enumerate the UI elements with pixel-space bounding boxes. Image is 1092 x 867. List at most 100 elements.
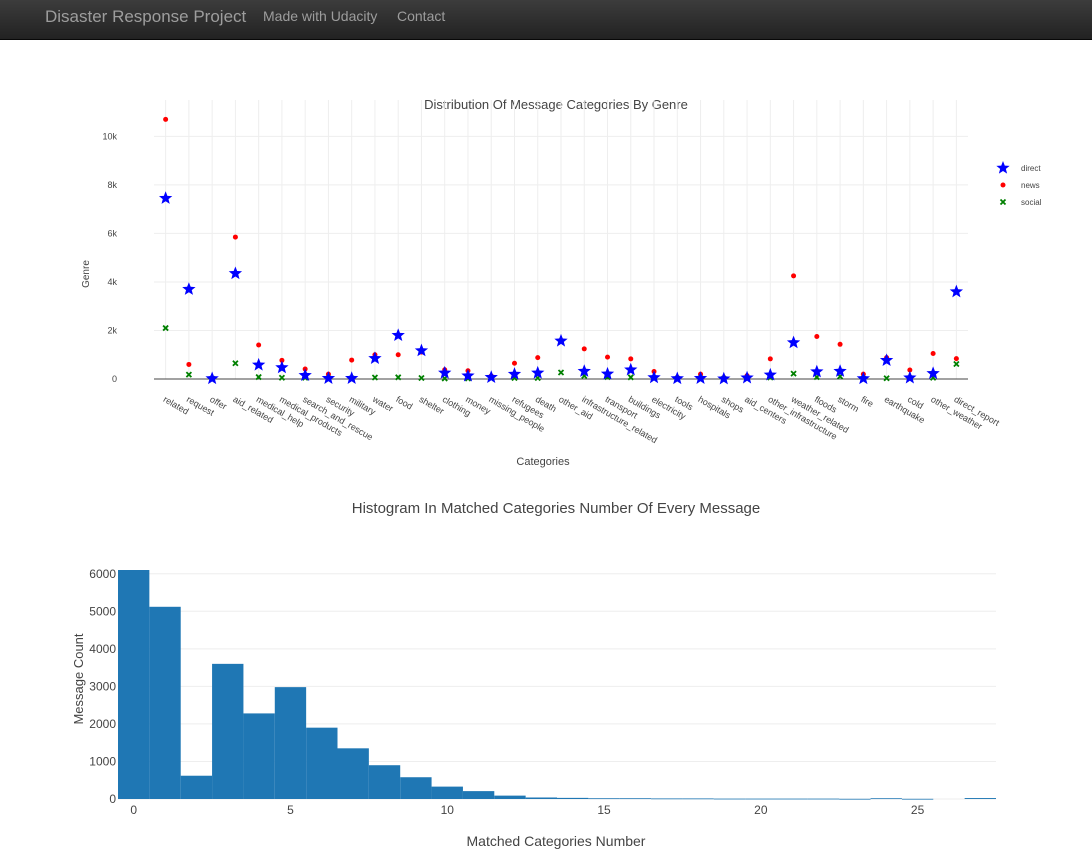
chart1-point-direct [786,335,801,349]
chart1-point-social [185,371,193,378]
chart1-point-social [395,374,402,381]
histogram-bar [713,798,746,800]
histogram-bar [337,748,369,799]
histogram-bar [557,797,589,799]
chart2-title: Histogram In Matched Categories Number O… [352,500,761,517]
histogram-bar [682,798,714,800]
chart1-point-news [256,342,262,348]
histogram-bar [588,798,620,800]
chart1-point-direct [926,366,940,380]
chart1-xlabel: Categories [516,456,570,468]
chart1-grid [154,100,968,380]
histogram-bar [118,570,150,799]
chart1-point-direct [647,370,661,384]
nav-link-contact[interactable]: Contact [397,8,446,24]
chart2-x-ticks: 0 5 10 15 20 25 [130,803,924,817]
chart1-point-social [162,324,169,332]
histogram-bar [776,798,808,800]
chart1-x-tick-label: shelter [417,394,445,416]
chart1-point-news [279,357,285,363]
chart2-y-tick-label: 3000 [89,679,116,693]
chart1-point-direct [949,284,964,298]
nav-link-udacity[interactable]: Made with Udacity [263,8,378,24]
chart1-point-direct [577,364,591,377]
chart1-y-tick-label: 4k [107,277,117,287]
chart1-point-news [605,354,611,360]
chart1-point-news [581,346,587,352]
histogram-bar [870,798,902,800]
chart1-point-news [395,352,401,358]
genre-distribution-chart: Distribution Of Message Categories By Ge… [81,97,1042,468]
chart1-point-news [837,341,843,347]
histogram-bar [274,687,307,799]
chart2-ylabel: Message Count [71,633,86,724]
histogram-bar [651,798,683,800]
histogram-bar [243,713,275,799]
chart1-point-direct [693,371,708,384]
chart1-point-direct [205,371,219,385]
chart1-point-direct [252,357,266,371]
chart1-point-news [930,351,936,357]
chart1-point-social [371,374,379,381]
chart1-title: Distribution Of Message Categories By Ge… [424,97,688,112]
chart1-point-direct [275,360,289,374]
histogram-bar [839,798,871,800]
chart2-x-tick-label: 15 [597,803,611,817]
histogram-bar [901,798,934,800]
histogram-bar [431,786,463,799]
legend-marker-news [1000,182,1006,188]
chart1-point-social [627,374,634,381]
chart2-bars [118,570,996,800]
histogram-bar [180,775,213,799]
chart1-point-news [791,273,797,279]
chart1-point-direct [670,371,684,385]
chart2-y-tick-label: 5000 [89,604,116,618]
chart2-x-tick-label: 25 [911,803,925,817]
chart1-point-news [535,355,541,361]
histogram-bar [619,798,652,800]
chart1-y-ticks: 0 2k 4k 6k 8k 10k [102,131,117,384]
chart1-point-social [883,375,890,382]
legend-marker-direct [996,161,1010,174]
chart2-y-tick-label: 2000 [89,717,116,731]
chart1-x-tick-label: related [162,394,191,416]
chart1-point-direct [182,282,196,295]
chart1-point-news [907,367,913,373]
histogram-bar [400,777,432,799]
matched-categories-histogram: Histogram In Matched Categories Number O… [71,500,996,849]
histogram-bar [807,798,840,800]
chart1-point-news [628,356,634,362]
chart1-point-direct [879,353,894,366]
chart1-point-direct [414,343,429,357]
chart1-point-social [953,360,960,368]
histogram-bar [462,791,495,799]
chart2-y-tick-label: 0 [109,792,116,806]
histogram-bar [306,727,338,799]
chart2-y-ticks: 0 1000 2000 3000 4000 5000 6000 [89,567,116,806]
chart1-point-news [511,360,517,366]
chart1-point-direct [298,368,312,382]
chart1-point-direct [228,266,243,280]
chart1-point-news [953,356,959,362]
chart1-x-tick-label: food [394,394,414,411]
chart1-point-direct [391,328,405,341]
chart1-ylabel: Genre [81,260,92,288]
chart2-x-tick-label: 10 [441,803,455,817]
brand-link[interactable]: Disaster Response Project [45,7,247,26]
chart1-point-direct [368,351,382,365]
chart1-point-direct [856,371,870,385]
chart2-y-tick-label: 6000 [89,567,116,581]
chart1-point-direct [461,368,475,382]
chart1-point-news [349,357,355,363]
histogram-bar [212,663,244,799]
chart1-point-direct [810,364,824,378]
chart1-point-news [767,356,773,362]
chart1-point-direct [600,366,615,380]
chart2-x-tick-label: 5 [287,803,294,817]
legend-label-social: social [1021,198,1042,207]
chart1-x-tick-label: fire [859,394,875,409]
chart1-y-tick-label: 10k [102,131,117,141]
histogram-bar [745,798,777,800]
chart1-point-social [278,374,286,381]
